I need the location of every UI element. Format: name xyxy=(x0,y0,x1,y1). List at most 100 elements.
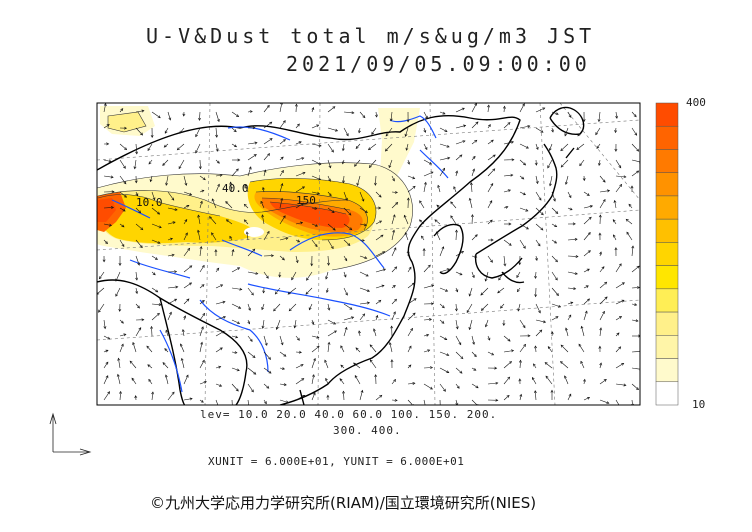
wind-arrow-head xyxy=(333,330,337,334)
wind-arrow-head xyxy=(261,307,265,311)
wind-arrow-head xyxy=(636,265,640,269)
wind-arrow-head xyxy=(274,291,278,295)
wind-arrow-head xyxy=(442,167,446,171)
wind-arrow xyxy=(119,175,127,184)
wind-arrow-head xyxy=(235,335,239,339)
wind-arrow xyxy=(135,191,138,196)
wind-arrow xyxy=(183,232,188,241)
wind-arrow-head xyxy=(188,282,193,286)
wind-arrow xyxy=(247,367,256,375)
wind-arrow xyxy=(487,105,490,113)
wind-arrow xyxy=(599,266,605,273)
wind-arrow xyxy=(199,300,205,305)
wind-arrow-head xyxy=(381,284,385,288)
wind-arrow-head xyxy=(296,337,300,341)
wind-arrow-head xyxy=(311,374,315,378)
wind-arrow-head xyxy=(335,128,339,132)
wind-arrow xyxy=(439,287,448,292)
wind-arrow xyxy=(439,367,449,373)
wind-arrow-head xyxy=(340,345,344,349)
wind-arrow xyxy=(211,232,217,241)
wind-arrow xyxy=(215,316,226,321)
wind-arrow-head xyxy=(447,156,451,160)
wind-arrow-head xyxy=(138,327,142,331)
wind-arrow xyxy=(135,143,138,154)
wind-arrow xyxy=(576,143,585,150)
wind-arrow-head xyxy=(118,263,122,267)
wind-arrow xyxy=(407,298,417,305)
wind-arrow-head xyxy=(568,195,572,199)
wind-arrow xyxy=(359,239,365,241)
wind-arrow xyxy=(503,174,513,177)
wind-arrow xyxy=(327,191,332,196)
wind-arrow xyxy=(544,362,553,369)
wind-arrow-head xyxy=(437,184,441,188)
wind-arrow xyxy=(455,230,457,241)
wind-arrow-head xyxy=(200,326,204,330)
wind-arrow-head xyxy=(345,292,348,296)
wind-arrow-head xyxy=(158,225,162,229)
wind-arrow-head xyxy=(384,148,388,152)
wind-arrow-head xyxy=(430,171,434,175)
wind-arrow-head xyxy=(495,398,499,402)
wind-arrow xyxy=(246,231,249,241)
wind-arrow-head xyxy=(318,177,322,181)
wind-arrow-head xyxy=(599,362,603,366)
wind-arrow-head xyxy=(265,275,269,279)
wind-arrow xyxy=(199,190,205,193)
wind-arrow xyxy=(583,298,590,305)
wind-arrow xyxy=(327,127,338,132)
wind-arrow xyxy=(311,223,318,227)
wind-arrow-head xyxy=(366,301,371,305)
wind-arrow xyxy=(151,111,161,119)
wind-arrow xyxy=(615,263,622,273)
wind-arrow xyxy=(466,303,473,313)
wind-arrow xyxy=(295,186,305,193)
wind-arrow-head xyxy=(469,182,473,186)
wind-arrow-head xyxy=(490,139,494,143)
wind-arrow xyxy=(135,255,140,266)
wind-arrow-head xyxy=(460,356,464,360)
wind-arrow-head xyxy=(233,129,237,133)
wind-arrow xyxy=(135,271,138,281)
wind-arrow-head xyxy=(209,216,213,220)
wind-arrow xyxy=(231,319,240,324)
wind-arrow xyxy=(519,207,529,212)
wind-arrow-head xyxy=(586,397,591,400)
wind-arrow xyxy=(503,141,514,145)
wind-arrow xyxy=(311,319,314,325)
wind-arrow xyxy=(631,143,639,152)
wind-arrow-head xyxy=(523,162,527,166)
wind-arrow-head xyxy=(273,308,276,312)
wind-arrow-head xyxy=(263,169,267,173)
wind-arrow xyxy=(167,286,178,289)
wind-arrow-head xyxy=(521,176,525,180)
wind-arrow xyxy=(167,254,175,257)
chart-title: U-V&Dust total m/s&ug/m3 JST xyxy=(146,24,596,48)
wind-arrow-head xyxy=(523,343,526,347)
wind-arrow-head xyxy=(425,115,428,119)
wind-arrow-head xyxy=(472,155,476,159)
wind-arrow-head xyxy=(535,257,538,262)
wind-arrow xyxy=(535,223,544,231)
wind-arrow xyxy=(503,206,508,209)
wind-arrow-head xyxy=(390,359,394,363)
wind-arrow xyxy=(199,381,207,385)
wind-arrow-head xyxy=(455,170,459,174)
wind-arrow xyxy=(471,214,473,225)
wind-arrow-head xyxy=(291,277,294,281)
wind-arrow-head xyxy=(570,301,574,305)
wind-arrow-head xyxy=(180,343,183,347)
wind-arrow xyxy=(354,159,361,167)
wind-arrow-head xyxy=(351,111,355,115)
wind-arrow-head xyxy=(187,247,191,251)
wind-arrow xyxy=(567,271,578,275)
wind-arrow xyxy=(151,271,156,276)
wind-arrow-head xyxy=(129,360,133,364)
wind-arrow-head xyxy=(300,202,305,206)
wind-arrow-head xyxy=(313,357,316,362)
wind-arrow xyxy=(178,159,185,169)
wind-arrow-head xyxy=(379,394,383,398)
wind-arrow xyxy=(631,245,634,257)
wind-arrow xyxy=(503,106,505,113)
